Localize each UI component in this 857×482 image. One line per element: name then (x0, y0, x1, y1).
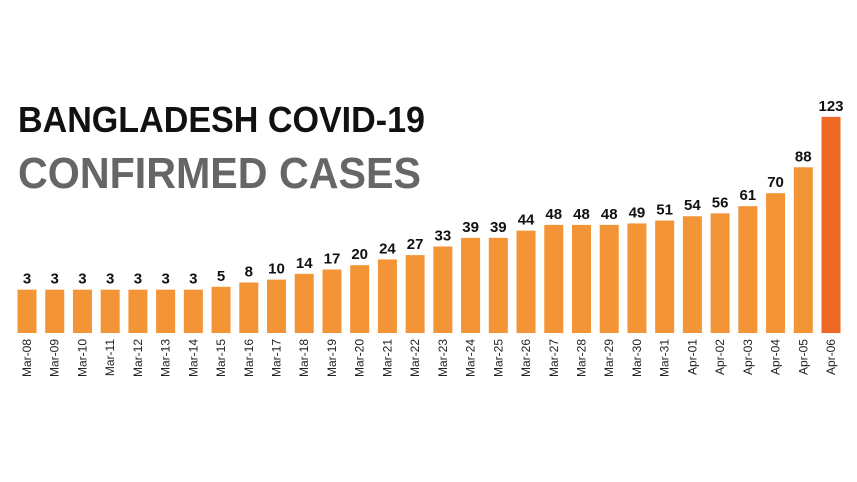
bar (294, 273, 314, 333)
bar (433, 246, 453, 333)
bar (710, 213, 730, 333)
value-label: 8 (245, 263, 253, 280)
bar (72, 289, 92, 333)
value-label: 70 (767, 174, 784, 191)
value-label: 3 (106, 271, 114, 288)
bar (322, 269, 342, 333)
x-tick-label: Mar-12 (131, 339, 145, 377)
bar (488, 237, 508, 333)
bar (405, 255, 425, 333)
x-tick-label: Mar-15 (214, 339, 228, 377)
x-tick-label: Mar-17 (270, 339, 284, 377)
value-label: 20 (351, 246, 368, 263)
bar (128, 289, 148, 333)
value-label: 48 (545, 206, 562, 223)
x-tick-label: Mar-26 (519, 339, 533, 377)
value-label: 24 (379, 240, 396, 257)
value-label: 3 (23, 271, 31, 288)
bar (571, 224, 591, 333)
bar (655, 220, 675, 333)
bar (267, 279, 287, 333)
x-tick-label: Mar-28 (574, 339, 588, 377)
value-label: 5 (217, 268, 225, 285)
value-label: 3 (189, 271, 197, 288)
bar (377, 259, 397, 333)
bar (793, 167, 813, 333)
bar (544, 224, 564, 333)
value-label: 48 (573, 206, 590, 223)
value-label: 39 (462, 219, 479, 236)
value-label: 49 (629, 204, 646, 221)
bar (766, 193, 786, 333)
value-label: 3 (78, 271, 86, 288)
bar (516, 230, 536, 333)
x-tick-label: Apr-04 (769, 339, 783, 375)
value-label: 39 (490, 219, 507, 236)
value-label: 44 (518, 212, 535, 229)
x-tick-label: Mar-14 (186, 339, 200, 377)
x-tick-label: Mar-09 (48, 339, 62, 377)
value-label: 3 (134, 271, 142, 288)
value-label: 61 (739, 187, 756, 204)
bar (183, 289, 203, 333)
x-tick-label: Mar-24 (464, 339, 478, 377)
x-tick-label: Mar-29 (602, 339, 616, 377)
bar (211, 286, 231, 333)
bar (17, 289, 37, 333)
bar (350, 265, 370, 333)
value-label: 14 (296, 255, 313, 272)
x-tick-label: Mar-22 (408, 339, 422, 377)
x-tick-label: Apr-03 (741, 339, 755, 375)
x-tick-label: Mar-16 (242, 339, 256, 377)
x-tick-label: Apr-06 (824, 339, 838, 375)
bar (461, 237, 481, 333)
bar (599, 224, 619, 333)
bar (100, 289, 120, 333)
value-label: 27 (407, 236, 424, 253)
chart-title: BANGLADESH COVID-19 (18, 99, 425, 140)
x-tick-label: Mar-10 (75, 339, 89, 377)
value-label: 88 (795, 148, 812, 165)
x-tick-label: Mar-25 (491, 339, 505, 377)
x-tick-label: Mar-27 (547, 339, 561, 377)
bar (682, 216, 702, 333)
x-tick-label: Mar-21 (380, 339, 394, 377)
value-label: 56 (712, 194, 729, 211)
value-label: 33 (435, 227, 452, 244)
bar (627, 223, 647, 333)
x-tick-label: Mar-13 (159, 339, 173, 377)
bar (45, 289, 65, 333)
value-label: 51 (656, 202, 673, 219)
x-tick-label: Apr-02 (713, 339, 727, 375)
value-label: 17 (324, 251, 341, 268)
value-label: 54 (684, 197, 701, 214)
bar (239, 282, 259, 333)
value-label: 123 (818, 98, 843, 115)
x-tick-label: Mar-23 (436, 339, 450, 377)
bar (156, 289, 176, 333)
x-tick-label: Mar-11 (103, 339, 117, 376)
x-tick-label: Mar-18 (297, 339, 311, 377)
value-label: 3 (161, 271, 169, 288)
value-label: 3 (51, 271, 59, 288)
bar (821, 116, 841, 333)
value-label: 48 (601, 206, 618, 223)
x-tick-label: Mar-08 (20, 339, 34, 377)
bar (738, 206, 758, 333)
x-tick-label: Mar-31 (658, 339, 672, 377)
x-tick-label: Mar-19 (325, 339, 339, 377)
chart-subtitle: CONFIRMED CASES (18, 149, 421, 198)
x-tick-label: Mar-20 (353, 339, 367, 377)
x-tick-label: Mar-30 (630, 339, 644, 377)
x-tick-label: Apr-05 (796, 339, 810, 375)
value-label: 10 (268, 261, 285, 278)
x-tick-label: Apr-01 (685, 339, 699, 375)
